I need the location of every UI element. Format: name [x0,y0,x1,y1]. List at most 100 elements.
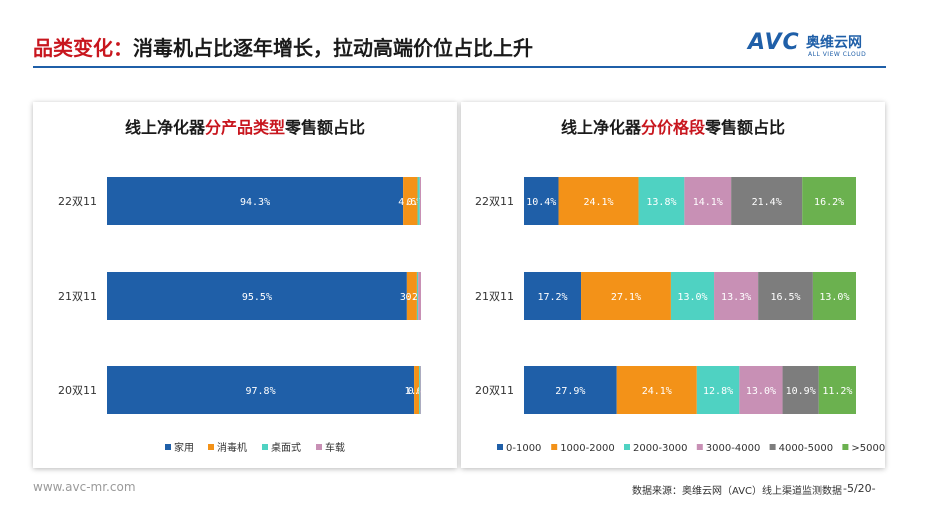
category-label: 20双11 [475,384,514,397]
chart-title-part: 分价格段 [641,118,706,137]
data-label: 16.5% [770,292,800,303]
category-label: 22双11 [475,195,514,208]
category-label: 21双11 [58,290,97,303]
data-label: 3.2% [400,292,424,303]
header-divider [33,66,886,68]
footer-url[interactable]: www.avc-mr.com [33,480,136,494]
legend-label: 桌面式 [271,441,301,454]
bar-segment [558,177,639,225]
logo-cn-text: 奥维云网 [806,35,862,51]
bar-segment [714,272,759,320]
price-segment-chart: 线上净化器分价格段零售额占比 22双11 10.4% 24.1% 13.8% 14.1% 2… [475,118,885,454]
legend-swatch [696,444,703,450]
bar-segment [403,177,418,225]
legend-swatch [316,444,322,450]
legend-swatch [769,444,776,450]
data-label: 13.0% [677,292,707,303]
bar-segment [416,272,419,320]
legend-swatch [551,444,558,450]
category-label: 22双11 [58,195,97,208]
bar-segment [417,177,420,225]
bar-segment [739,366,783,414]
category-label: 20双11 [58,384,97,397]
data-label: 10.9% [786,386,816,397]
bar-segment [524,272,582,320]
data-label: 17.2% [537,292,567,303]
bar-segment [414,366,420,414]
page-title: 品类变化：消毒机占比逐年增长，拉动高端价位占比上升 [33,32,533,61]
avc-logo: AVC 奥维云网 ALL VIEW CLOUD [748,30,888,64]
data-source-note: 数据来源：奥维云网（AVC）线上渠道监测数据 [632,486,843,497]
data-label: 14.1% [693,197,723,208]
chart-title-part: 零售额占比 [284,118,365,137]
data-label: 94.3% [240,197,270,208]
data-label: 24.1% [642,386,672,397]
bar-segment [419,366,421,414]
bar-segment [818,366,856,414]
data-label: 97.8% [245,386,275,397]
legend-label: 0-1000 [506,443,541,454]
data-label: 21.4% [752,197,782,208]
data-label: 12.8% [703,386,733,397]
bar-segment [107,272,407,320]
bar-segment [782,366,819,414]
chart-title: 线上净化器分产品类型零售额占比 [125,118,365,137]
chart-title: 线上净化器分价格段零售额占比 [561,118,785,137]
product-type-chart-panel: 线上净化器分产品类型零售额占比 22双11 94.3% 4.6% 0.7% 21双11 95… [33,102,457,468]
legend-swatch [208,444,214,450]
chart-title-part: 零售额占比 [704,118,785,137]
logo-mark: AVC [748,30,800,55]
bar-segment [684,177,732,225]
data-label: 13.0% [746,386,776,397]
chart-title-part: 线上净化器 [561,118,642,137]
data-label: 24.1% [583,197,613,208]
data-label: 95.5% [242,292,272,303]
chart-title-part: 线上净化器 [125,118,206,137]
data-label: 0.4% [405,292,429,303]
data-label: 13.8% [646,197,676,208]
legend-label: 4000-5000 [779,443,834,454]
bar-segment [812,272,856,320]
bar-segment [670,272,715,320]
legend-label: 家用 [174,441,194,454]
data-label: 1.6% [405,386,429,397]
data-label: 13.3% [721,292,751,303]
bar-segment [758,272,813,320]
bar-segment [616,366,697,414]
legend-swatch [842,444,849,450]
legend-swatch [624,444,630,450]
data-label: 11.2% [822,386,852,397]
bar-segment [107,366,415,414]
bar-segment [638,177,685,225]
page-title-prefix: 品类变化： [33,36,133,60]
bar-segment [731,177,803,225]
bar-segment [802,177,856,225]
legend-label: >5000 [851,443,885,454]
chart-title-part: 分产品类型 [205,118,285,137]
bar-segment [524,177,559,225]
legend-label: 消毒机 [217,441,247,454]
bar-segment [419,177,421,225]
logo-en-text: ALL VIEW CLOUD [808,51,867,58]
legend-swatch [497,444,503,450]
category-label: 21双11 [475,290,514,303]
legend-label: 车载 [325,441,345,454]
page-title-main: 消毒机占比逐年增长，拉动高端价位占比上升 [133,36,533,60]
data-label: 10.4% [526,197,556,208]
legend-label: 3000-4000 [706,443,761,454]
bar-segment [406,272,417,320]
price-segment-chart-panel: 线上净化器分价格段零售额占比 22双11 10.4% 24.1% 13.8% 14.1% 2… [461,102,885,468]
page-number: -5/20- [843,482,876,495]
data-label: 13.0% [819,292,849,303]
data-label: 0.4% [408,386,432,397]
data-label: 4.6% [398,197,422,208]
bar-segment [581,272,671,320]
legend-label: 2000-3000 [633,443,688,454]
legend-label: 1000-2000 [560,443,615,454]
bar-segment [418,272,421,320]
data-label: 27.9% [555,386,585,397]
legend-swatch [165,444,171,450]
data-label: 16.2% [814,197,844,208]
data-label: 27.1% [611,292,641,303]
bar-segment [107,177,404,225]
